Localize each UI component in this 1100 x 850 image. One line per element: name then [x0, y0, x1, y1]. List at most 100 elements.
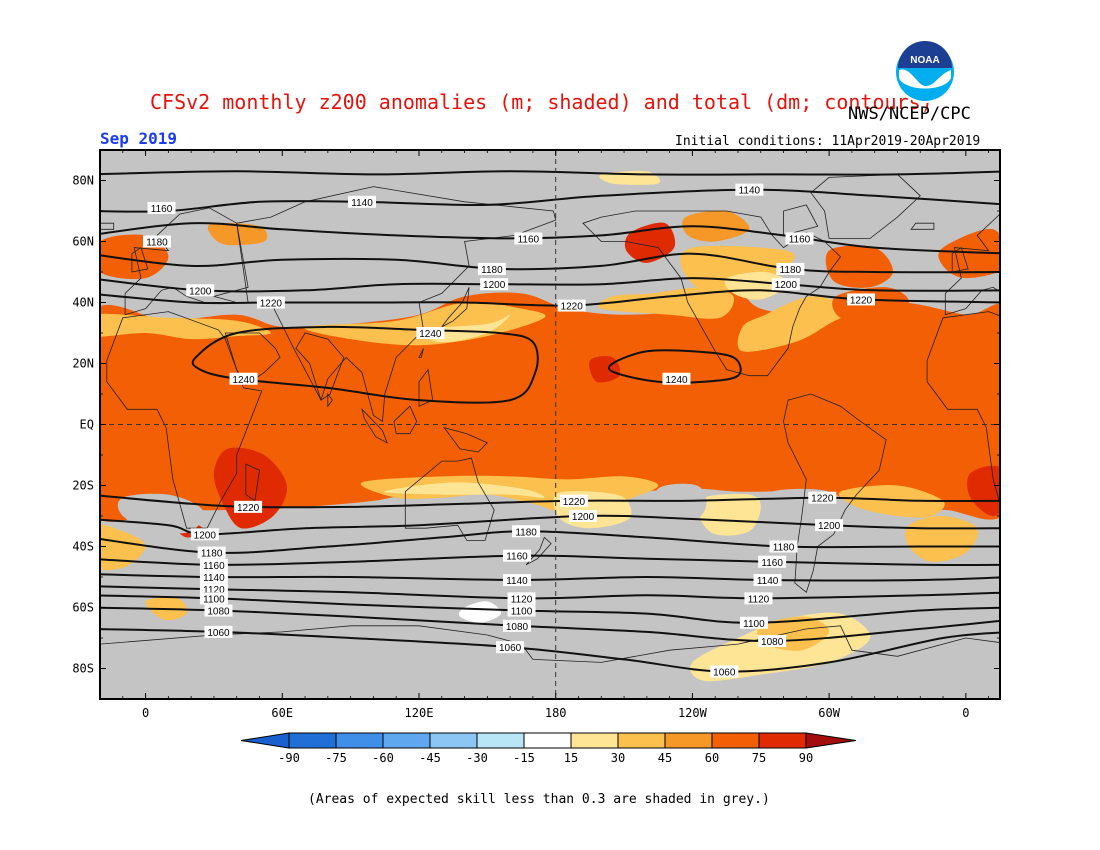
- contour-label-bg: [256, 296, 285, 309]
- contour-1180: [100, 252, 1000, 274]
- contour-label: 1100: [199, 592, 228, 605]
- contour-label: 1120: [507, 592, 536, 605]
- contour-label: 1200: [480, 278, 509, 291]
- lat-label: 40S: [72, 540, 94, 554]
- contour-label-text: 1080: [761, 637, 784, 648]
- contour-label-bg: [348, 195, 377, 208]
- coastline-sumatra: [361, 407, 388, 444]
- contour-label-bg: [199, 571, 228, 583]
- contour-label: 1140: [502, 574, 531, 587]
- contour-label: 1160: [502, 549, 531, 563]
- contour-label: 1140: [199, 571, 228, 584]
- coastline-iceland: [100, 222, 115, 230]
- contour-1060-south: [100, 628, 1000, 673]
- anomaly-60-europe-east: [938, 228, 1000, 279]
- contour-label-bg: [557, 299, 586, 312]
- contour-label-text: 1160: [506, 552, 528, 563]
- contour-label-text: 1140: [757, 576, 779, 587]
- colorbar-tick-label: 15: [564, 751, 578, 765]
- coastline-new-guinea: [443, 426, 488, 453]
- colorbar-swatch: [523, 732, 572, 749]
- contour-label-text: 1140: [203, 573, 225, 584]
- coastline-australia: [404, 457, 495, 541]
- contour-label-text: 1160: [761, 558, 783, 569]
- contour-label: 1140: [735, 183, 764, 197]
- contour-label-text: 1220: [561, 302, 584, 313]
- colorbar-swatch: [429, 732, 478, 749]
- contour-label-text: 1160: [151, 204, 173, 215]
- colorbar-swatch: [711, 732, 760, 749]
- contour-label-bg: [199, 558, 228, 571]
- lon-label: 60E: [271, 706, 293, 720]
- coastline-arabia: [224, 332, 281, 386]
- contour-label-text: 1120: [748, 594, 770, 605]
- contour-label-bg: [769, 540, 798, 553]
- coastline-sri-lanka: [327, 392, 333, 408]
- contour-1240-pacific: [607, 349, 742, 384]
- colorbar-high-arrow: [805, 732, 857, 749]
- contour-label-text: 1240: [419, 329, 442, 340]
- contour-label-text: 1100: [743, 619, 765, 630]
- contour-label-bg: [514, 232, 543, 245]
- contour-label-bg: [744, 592, 773, 605]
- contour-label-text: 1140: [351, 198, 373, 209]
- contour-label-bg: [147, 201, 176, 214]
- contour-label-text: 1240: [665, 375, 688, 386]
- contour-label-bg: [771, 278, 800, 291]
- coastline-uk-wrap: [951, 246, 969, 273]
- contour-label-bg: [234, 500, 263, 513]
- contour-label-bg: [496, 641, 525, 654]
- coastline-taiwan: [418, 348, 424, 358]
- contour-label: 1240: [229, 372, 258, 386]
- coastline-india: [295, 332, 345, 401]
- contour-label-bg: [758, 555, 787, 568]
- anomaly-15-south: [384, 482, 545, 498]
- colorbar-tick-label: 30: [611, 751, 625, 765]
- contour-label: 1160: [758, 555, 787, 569]
- coastline-europe-wrap: [944, 213, 1000, 316]
- contour-label-bg: [776, 262, 805, 275]
- coastline-europe: [124, 207, 249, 316]
- contour-1100-south: [100, 594, 1000, 624]
- lat-label: 20S: [72, 479, 94, 493]
- contour-1160: [100, 222, 1000, 255]
- contour-label: 1120: [199, 583, 228, 596]
- colorbar-swatch: [288, 732, 337, 749]
- contour-label: 1200: [815, 519, 844, 532]
- contour-label-text: 1200: [483, 280, 506, 291]
- contour-label-bg: [142, 235, 171, 248]
- contour-label-text: 1160: [518, 234, 540, 245]
- contour-label: 1060: [204, 625, 233, 639]
- contour-label-text: 1220: [237, 503, 260, 514]
- coastline-borneo: [393, 405, 418, 435]
- coastline-antarctica: [100, 625, 1000, 699]
- noaa-logo: NOAA: [894, 41, 956, 103]
- contour-label-bg: [785, 232, 814, 245]
- contour-label: 1100: [739, 616, 768, 630]
- coastline-philippines: [418, 368, 434, 407]
- lat-label: 60S: [72, 601, 94, 615]
- contour-label: 1220: [256, 296, 285, 310]
- contour-label: 1180: [776, 262, 805, 276]
- contour-label: 1200: [190, 528, 219, 541]
- lon-label: 0: [962, 706, 969, 720]
- colorbar-swatch: [617, 732, 666, 749]
- contour-label: 1220: [847, 293, 876, 306]
- contour-label-bg: [416, 327, 445, 339]
- contour-label-bg: [477, 262, 506, 275]
- contour-label-bg: [815, 519, 844, 532]
- grey-gap-indian: [310, 503, 421, 526]
- lat-label: 80S: [72, 662, 94, 676]
- contour-1200: [100, 277, 1000, 293]
- contour-label-bg: [753, 574, 782, 587]
- contour-label-text: 1220: [850, 295, 873, 306]
- colorbar-swatch: [382, 732, 431, 749]
- coastline-baffin: [783, 204, 819, 236]
- svg-text:NOAA: NOAA: [910, 55, 939, 66]
- colorbar-tick-label: 60: [705, 751, 719, 765]
- contour-label-text: 1120: [203, 585, 225, 596]
- initial-conditions: Initial conditions: 11Apr2019-20Apr2019: [675, 134, 981, 149]
- contour-label-bg: [199, 583, 228, 596]
- contour-label-text: 1180: [201, 549, 223, 560]
